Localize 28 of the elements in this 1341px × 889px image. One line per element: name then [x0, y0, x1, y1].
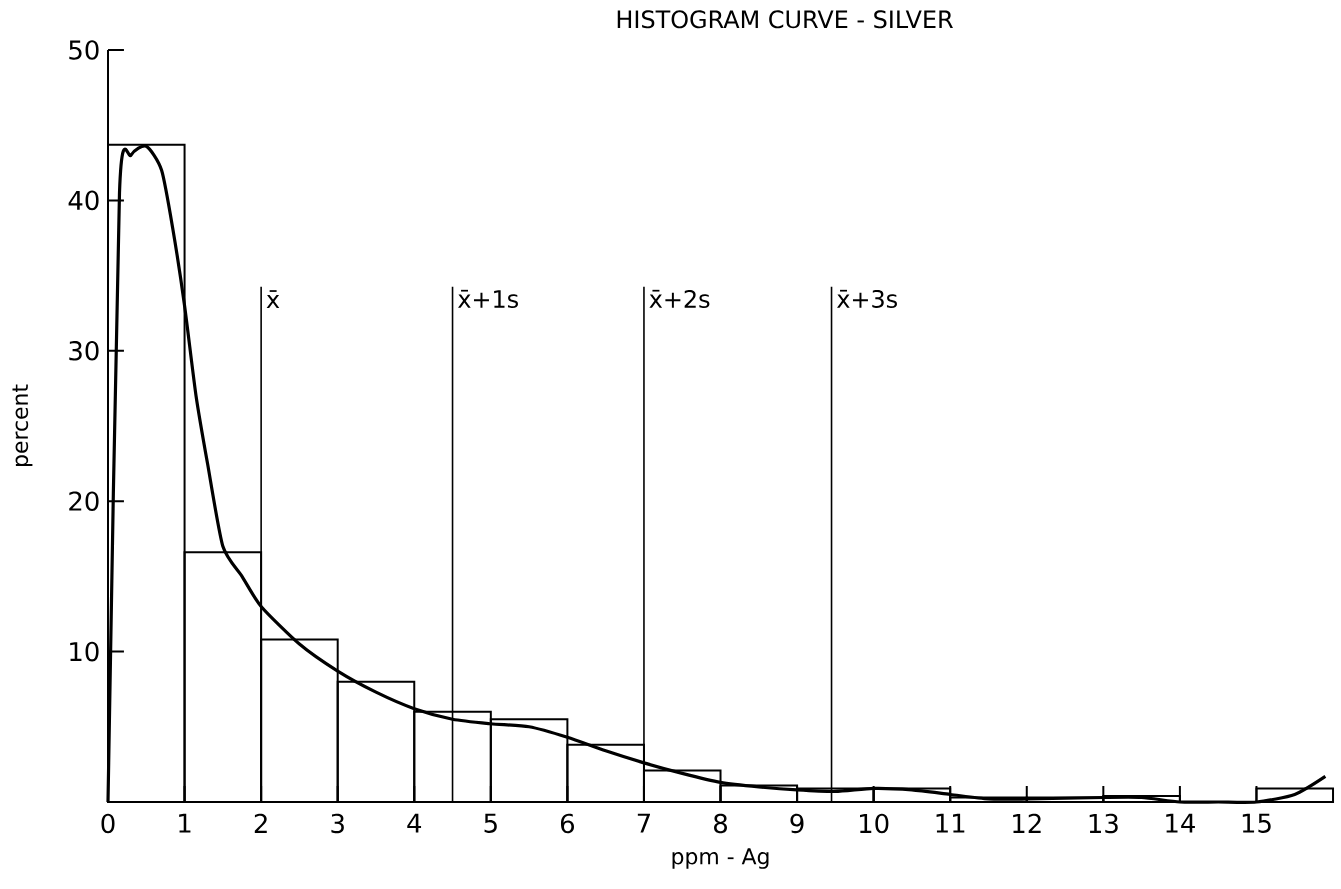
x-tick-label: 1: [179, 813, 191, 833]
y-tick-label: 50: [69, 40, 99, 60]
x-tick-label: 14: [1166, 813, 1195, 833]
ref-line-label: x̄+2s: [649, 289, 710, 308]
y-tick-label: 40: [68, 190, 99, 211]
x-tick-label: 2: [254, 813, 267, 833]
x-tick-label: 3: [331, 813, 344, 834]
y-tick-label: 20: [69, 491, 99, 511]
ref-line-label: x̄+3s: [837, 289, 897, 308]
y-tick-label: 10: [70, 641, 99, 662]
x-tick-label: 10: [860, 813, 889, 834]
x-tick-label: 12: [1013, 813, 1041, 833]
y-tick-label: 30: [69, 340, 99, 361]
x-tick-label: 13: [1089, 813, 1118, 834]
x-tick-label: 6: [560, 813, 574, 834]
x-tick-label: 0: [101, 813, 115, 834]
y-axis-title: percent: [12, 384, 33, 466]
x-tick-label: 11: [936, 813, 965, 833]
ref-line-label: x̄: [266, 290, 280, 308]
x-tick-label: 9: [790, 813, 804, 834]
x-tick-label: 15: [1242, 813, 1271, 833]
x-tick-label: 8: [714, 813, 727, 834]
x-tick-label: 4: [407, 813, 422, 833]
x-tick-label: 7: [637, 813, 650, 833]
x-axis-title: ppm - Ag: [672, 848, 769, 869]
chart-title: HISTOGRAM CURVE - SILVER: [617, 10, 953, 29]
x-tick-label: 5: [484, 813, 497, 833]
ref-line-label: x̄+1s: [458, 289, 518, 308]
